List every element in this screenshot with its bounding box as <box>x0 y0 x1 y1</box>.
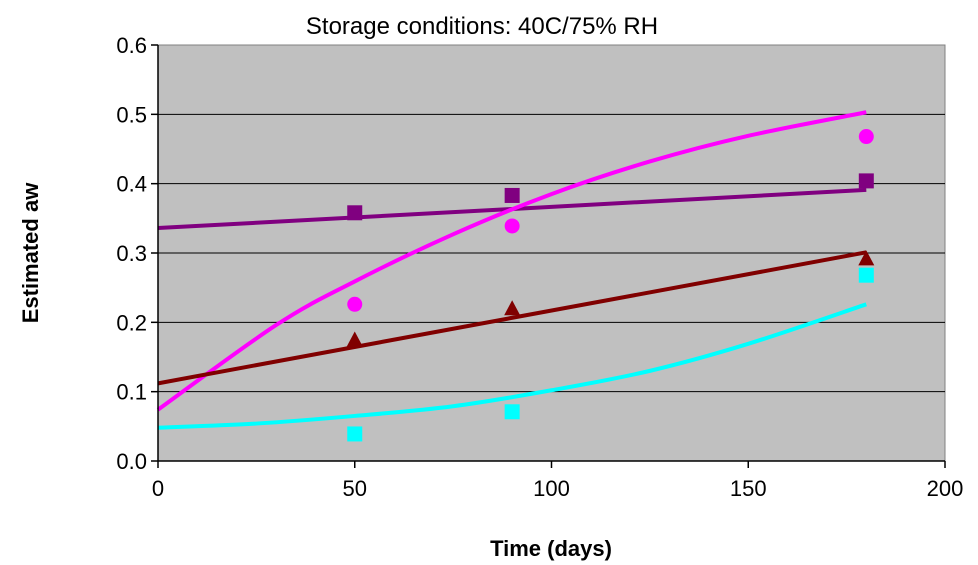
tick-labels: 0.0 0.1 0.2 0.3 0.4 0.5 0.6 0 50 100 150 200 <box>116 33 963 501</box>
x-axis-title: Time (days) <box>490 536 612 561</box>
trendline-series-4 <box>157 302 867 430</box>
data-point-series-1 <box>347 205 363 221</box>
trendlines <box>156 110 867 430</box>
y-tick-label: 0.6 <box>116 33 147 58</box>
data-point-series-3 <box>858 250 875 266</box>
x-tick-label: 50 <box>343 476 367 501</box>
trendline-series-3 <box>157 250 867 386</box>
axes <box>151 44 946 468</box>
data-point-series-4 <box>504 404 520 420</box>
x-tick-label: 150 <box>730 476 767 501</box>
data-point-series-2 <box>858 129 874 145</box>
x-tick-label: 200 <box>927 476 964 501</box>
data-point-series-1 <box>858 173 874 189</box>
data-markers <box>346 129 875 442</box>
y-tick-label: 0.0 <box>116 449 147 474</box>
data-point-series-4 <box>347 426 363 442</box>
y-tick-label: 0.4 <box>116 172 147 197</box>
data-point-series-4 <box>858 267 874 283</box>
y-tick-label: 0.5 <box>116 102 147 127</box>
chart-title: Storage conditions: 40C/75% RH <box>306 13 658 40</box>
y-tick-label: 0.1 <box>116 380 147 405</box>
y-tick-label: 0.2 <box>116 310 147 335</box>
data-point-series-2 <box>504 218 520 234</box>
data-point-series-1 <box>504 187 520 203</box>
data-point-series-3 <box>346 331 363 347</box>
x-tick-label: 100 <box>533 476 570 501</box>
data-point-series-3 <box>504 300 521 316</box>
trendline-series-2 <box>156 110 867 412</box>
data-point-series-2 <box>347 296 363 312</box>
y-axis-title: Estimated aw <box>18 182 43 323</box>
x-tick-label: 0 <box>152 476 164 501</box>
y-tick-label: 0.3 <box>116 241 147 266</box>
